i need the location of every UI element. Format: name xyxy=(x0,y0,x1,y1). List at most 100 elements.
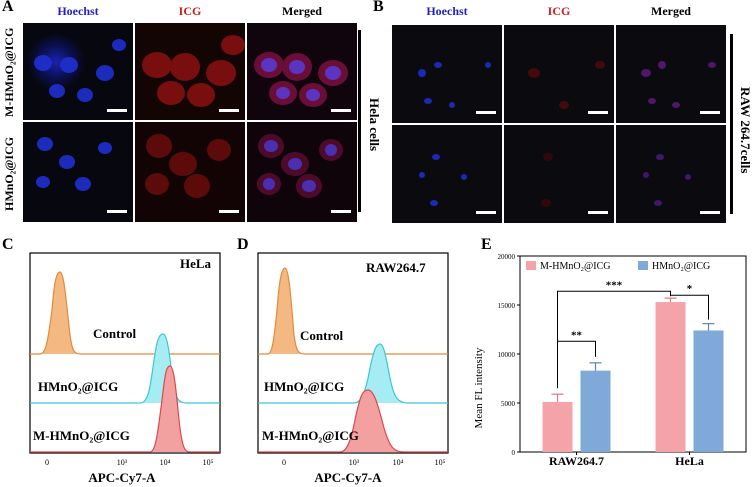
cell-line-label-c: HeLa xyxy=(180,256,212,271)
scale-bar xyxy=(476,211,496,214)
nuclei-a1 xyxy=(34,39,126,102)
panel-letter-a: A xyxy=(2,0,14,15)
scale-bar xyxy=(588,111,608,114)
col-label-icg-a: ICG xyxy=(178,4,202,18)
nuclei-a2 xyxy=(36,137,112,191)
panel-letter-e: E xyxy=(481,236,492,253)
histogram-control xyxy=(258,267,448,355)
cells-a1-merged xyxy=(254,52,348,107)
bar xyxy=(542,402,573,452)
image-b-icg-1 xyxy=(504,25,614,123)
significance-bracket xyxy=(557,290,671,389)
scale-bar xyxy=(700,211,720,214)
cells-b2-merged xyxy=(643,154,691,206)
scale-bar xyxy=(588,211,608,214)
bar-chart-e: Mean FL intensity 0 5000 10000 15000 20000 RA… xyxy=(473,253,747,468)
flow-chart-d: RAW264.7 Control HMnO₂@ICG M-HMnO₂@ICG 0… xyxy=(257,252,449,485)
col-label-merged-b: Merged xyxy=(651,4,691,18)
panel-a-side-label: Hela cells xyxy=(367,98,382,152)
image-b-hoechst-1 xyxy=(392,25,502,123)
bar xyxy=(580,370,611,452)
y-tick-label: 10000 xyxy=(498,351,516,359)
y-axis-label: Mean FL intensity xyxy=(473,347,485,428)
image-a-merged-2 xyxy=(247,122,357,222)
col-label-merged-a: Merged xyxy=(282,4,322,18)
cell-line-label-d: RAW264.7 xyxy=(366,260,426,275)
legend-swatch xyxy=(638,261,648,270)
scale-bar xyxy=(700,111,720,114)
label-control-d: Control xyxy=(300,328,343,343)
scale-bar xyxy=(219,109,239,112)
col-label-icg-b: ICG xyxy=(547,4,571,18)
tick-4-d: 10⁴ xyxy=(393,458,404,467)
image-a-icg-1 xyxy=(135,23,245,120)
histogram-mhmno2 xyxy=(30,365,220,453)
image-a-icg-2 xyxy=(135,122,245,222)
cells-a1-icg xyxy=(142,35,245,107)
significance-label: ** xyxy=(571,329,583,341)
cells-a2-icg xyxy=(145,134,231,198)
category-label: HeLa xyxy=(675,454,704,468)
nuclei-b1 xyxy=(418,62,491,108)
tick-5-d: 10⁵ xyxy=(435,458,446,467)
significance-label: *** xyxy=(606,279,623,291)
tick-3-c: 10³ xyxy=(117,458,128,467)
histogram-mhmno2 xyxy=(258,389,448,453)
image-b-icg-2 xyxy=(504,125,614,223)
label-hmno2-d: HMnO₂@ICG xyxy=(264,379,344,394)
scale-bar xyxy=(107,109,127,112)
label-mhmno2-c: M-HMnO₂@ICG xyxy=(33,428,130,443)
label-control-c: Control xyxy=(93,326,136,341)
scale-bar xyxy=(107,210,127,213)
y-tick-label: 0 xyxy=(512,449,516,457)
panel-letter-b: B xyxy=(373,0,384,15)
scale-bar xyxy=(219,210,239,213)
row-label-a-hmno2: HMnO₂@ICG xyxy=(2,136,16,212)
image-b-hoechst-2 xyxy=(392,125,502,223)
tick-3-d: 10³ xyxy=(349,458,360,467)
label-mhmno2-d: M-HMnO₂@ICG xyxy=(262,428,359,443)
tick-5-c: 10⁵ xyxy=(203,458,214,467)
category-label: RAW264.7 xyxy=(549,454,604,468)
scale-bar xyxy=(331,109,351,112)
panel-a-side-bar xyxy=(358,30,361,212)
legend-label: HMnO₂@ICG xyxy=(652,261,710,272)
label-hmno2-c: HMnO₂@ICG xyxy=(38,379,118,394)
cells-b2-icg xyxy=(541,153,553,207)
nuclei-b2 xyxy=(419,154,467,206)
bar xyxy=(693,330,724,452)
panel-b-side-bar xyxy=(730,34,733,214)
histogram-hmno2 xyxy=(258,343,448,404)
cells-b1-merged xyxy=(641,61,716,108)
image-a-hoechst-2 xyxy=(23,122,133,222)
panel-b-side-label: RAW 264.7cells xyxy=(738,86,753,174)
y-tick-label: 5000 xyxy=(501,400,516,408)
scale-bar xyxy=(331,210,351,213)
row-label-a-mhmno2: M-HMnO₂@ICG xyxy=(2,27,16,117)
plot-frame xyxy=(257,252,449,454)
col-label-hoechst-b: Hoechst xyxy=(426,4,468,18)
histogram-control xyxy=(30,271,220,355)
panel-letter-d: D xyxy=(237,236,249,253)
plot-frame xyxy=(29,252,221,454)
panel-letter-c: C xyxy=(2,236,14,253)
cells-a2-merged xyxy=(257,134,343,198)
tick-0-c: 0 xyxy=(45,458,49,467)
bar xyxy=(655,302,686,452)
flow-chart-c: HeLa Control HMnO₂@ICG M-HMnO₂@ICG 0 10³… xyxy=(29,252,221,485)
image-b-merged-1 xyxy=(616,25,726,123)
image-b-merged-2 xyxy=(616,125,726,223)
image-a-merged-1 xyxy=(247,23,357,120)
image-a-hoechst-1 xyxy=(23,23,133,120)
y-tick-label: 15000 xyxy=(498,302,516,310)
cells-b1-icg xyxy=(528,61,605,109)
col-label-hoechst-a: Hoechst xyxy=(57,4,99,18)
scale-bar xyxy=(476,111,496,114)
legend-label: M-HMnO₂@ICG xyxy=(540,261,610,272)
tick-4-c: 10⁴ xyxy=(160,458,171,467)
significance-bracket xyxy=(670,294,709,320)
tick-0-d: 0 xyxy=(282,458,286,467)
legend-swatch xyxy=(526,261,536,270)
xlabel-d: APC-Cy7-A xyxy=(314,470,382,485)
xlabel-c: APC-Cy7-A xyxy=(88,470,156,485)
